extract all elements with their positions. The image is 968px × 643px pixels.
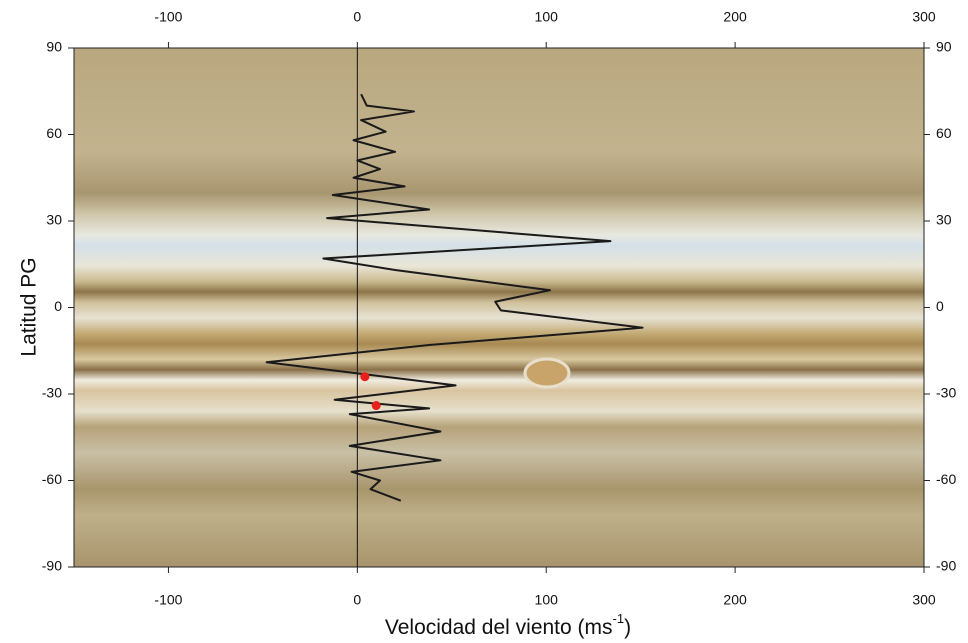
y-tick-label-right: 0 <box>936 298 944 314</box>
x-tick-label: 200 <box>723 592 747 608</box>
x-tick-label: -100 <box>154 592 182 608</box>
y-tick-label: 90 <box>46 39 62 55</box>
y-axis-title: Latitud PG <box>18 257 41 356</box>
y-tick-label-right: 90 <box>936 39 952 55</box>
great-red-spot <box>523 357 571 389</box>
y-tick-label: -30 <box>42 385 62 401</box>
y-tick-label-right: 30 <box>936 212 952 228</box>
x-axis-title-sup: -1 <box>613 611 625 626</box>
y-tick-label-right: -30 <box>936 385 956 401</box>
x-tick-label: 0 <box>353 592 361 608</box>
x-tick-label-top: 100 <box>535 9 559 25</box>
marker-point <box>360 372 370 382</box>
x-tick-label-top: 200 <box>723 9 747 25</box>
wind-profile <box>265 93 644 502</box>
marker-point <box>371 401 381 411</box>
y-tick-label-right: 60 <box>936 125 952 141</box>
y-tick-label-right: -60 <box>936 471 956 487</box>
x-tick-label: 100 <box>535 592 559 608</box>
x-axis-title-end: ) <box>624 616 631 639</box>
y-tick-label: 30 <box>46 212 62 228</box>
y-tick-label: -90 <box>42 558 62 574</box>
x-tick-label-top: -100 <box>154 9 182 25</box>
y-tick-label: 60 <box>46 125 62 141</box>
x-tick-label: 300 <box>912 592 936 608</box>
y-tick-label: -60 <box>42 471 62 487</box>
y-tick-label: 0 <box>54 298 62 314</box>
y-tick-label-right: -90 <box>936 558 956 574</box>
x-tick-label-top: 300 <box>912 9 936 25</box>
x-tick-label-top: 0 <box>353 9 361 25</box>
x-axis-title-text: Velocidad del viento (ms <box>385 616 613 639</box>
x-axis-title: Velocidad del viento (ms-1) <box>385 611 631 638</box>
